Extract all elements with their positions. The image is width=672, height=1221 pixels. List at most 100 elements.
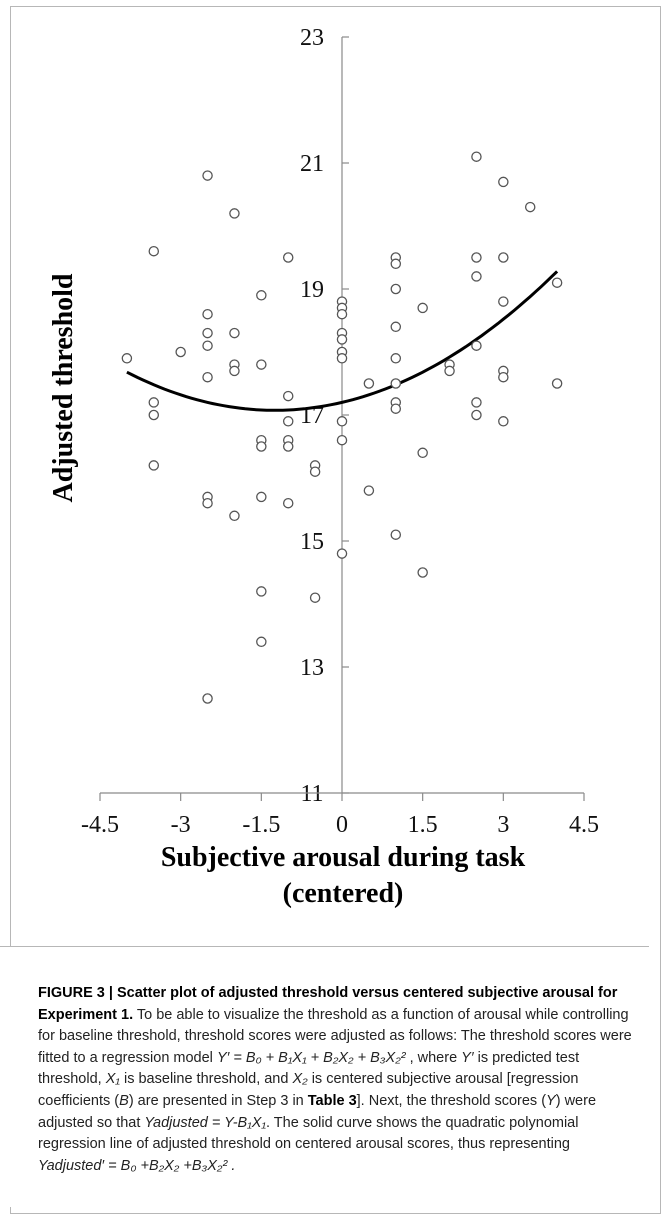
scatter-point xyxy=(202,327,213,339)
scatter-point xyxy=(551,277,563,288)
data-points xyxy=(121,151,563,704)
fit-curve-group xyxy=(126,270,559,412)
scatter-point xyxy=(256,359,267,370)
scatter-point xyxy=(471,397,482,408)
x-axis-title-line2: (centered) xyxy=(283,878,404,909)
scatter-point xyxy=(417,567,428,578)
figure-caption: FIGURE 3 | Scatter plot of adjusted thre… xyxy=(38,983,638,1177)
scatter-point xyxy=(256,290,267,301)
scatter-point xyxy=(229,327,240,339)
scatter-point xyxy=(282,252,294,263)
scatter-point xyxy=(363,378,375,389)
scatter-point xyxy=(202,170,213,181)
adjusted-equation: Yadjusted = Y-B₁X₁ xyxy=(144,1114,267,1131)
x-tick-label: 4.5 xyxy=(569,812,599,838)
x-tick-label: -3 xyxy=(171,812,191,838)
y-axis-title: Adjusted threshold xyxy=(48,273,79,502)
scatter-point xyxy=(309,592,321,603)
y-tick-label: 11 xyxy=(300,781,323,807)
scatter-point xyxy=(202,693,213,704)
caption-box xyxy=(0,946,649,1207)
scatter-point xyxy=(309,466,321,477)
scatter-point xyxy=(121,353,133,364)
scatter-point xyxy=(229,510,240,522)
x-axis: -4.5 -3 -1.5 0 1.5 3 4.5 xyxy=(81,792,599,838)
scatter-point xyxy=(336,434,348,446)
scatter-point xyxy=(202,340,213,351)
y-tick-label: 13 xyxy=(300,655,324,681)
final-equation: Yadjusted′ = B₀ +B₂X₂ +B₃X₂² . xyxy=(38,1157,236,1174)
scatter-point xyxy=(390,283,402,295)
scatter-point xyxy=(390,403,402,414)
caption-text-4: is baseline threshold, and xyxy=(119,1071,293,1088)
caption-text-5: is centered subjective arousal [regressi… xyxy=(38,1071,579,1109)
y-symbol: Y xyxy=(546,1092,556,1109)
caption-text-8: ) were adjusted so that xyxy=(38,1092,597,1131)
scatter-point xyxy=(471,271,482,282)
model-equation: Y′ = B₀ + B₁X₁ + B₂X₂ + B₃X₂² xyxy=(216,1049,406,1066)
scatter-point xyxy=(282,416,294,427)
caption-text-1: To be able to visualize the threshold as… xyxy=(38,1006,632,1066)
scatter-point xyxy=(498,176,509,188)
x1-symbol: X₁ xyxy=(105,1071,120,1088)
scatter-point xyxy=(229,208,240,219)
scatter-point xyxy=(256,586,267,597)
scatter-point xyxy=(417,447,428,459)
x-tick-label: -1.5 xyxy=(242,812,280,838)
scatter-point xyxy=(282,390,294,402)
scatter-point xyxy=(390,258,402,270)
x-tick-label: 1.5 xyxy=(408,812,438,838)
scatter-point xyxy=(256,441,267,452)
y-tick-label: 21 xyxy=(300,151,324,177)
caption-text-7: ]. Next, the threshold scores ( xyxy=(356,1092,547,1109)
regression-curve xyxy=(126,270,559,412)
scatter-point xyxy=(390,353,402,364)
scatter-point xyxy=(229,365,240,377)
scatter-point xyxy=(471,151,482,162)
scatter-point xyxy=(498,252,509,263)
scatter-point xyxy=(148,397,160,408)
scatter-point xyxy=(471,252,482,263)
b-symbol: B xyxy=(119,1092,129,1109)
y-tick-label: 15 xyxy=(300,529,324,555)
scatter-point xyxy=(471,340,482,351)
scatter-point xyxy=(363,485,375,496)
x-tick-label: 3 xyxy=(497,812,509,838)
scatter-point xyxy=(336,548,348,559)
scatter-point xyxy=(148,460,160,471)
scatter-point xyxy=(390,321,402,333)
caption-text-6: ) are presented in Step 3 in xyxy=(128,1092,308,1109)
scatter-point xyxy=(202,497,213,509)
scatter-point xyxy=(256,636,267,648)
x2-symbol: X₂ xyxy=(292,1071,308,1088)
scatter-point xyxy=(256,491,267,503)
scatter-point xyxy=(390,529,402,540)
scatter-point xyxy=(336,334,348,345)
scatter-point xyxy=(202,371,213,383)
scatter-point xyxy=(282,497,294,509)
scatter-point xyxy=(175,346,186,358)
scatter-point xyxy=(336,353,348,364)
x-tick-label: -4.5 xyxy=(81,812,119,838)
scatter-point xyxy=(202,308,213,320)
scatter-point xyxy=(471,409,482,421)
scatter-point xyxy=(444,365,455,377)
x-tick-label: 0 xyxy=(336,812,348,838)
caption-text-2: , where xyxy=(405,1049,462,1066)
y-tick-label: 23 xyxy=(300,25,324,51)
scatter-point xyxy=(148,245,160,257)
x-axis-title: Subjective arousal during task xyxy=(161,842,526,873)
scatter-point xyxy=(498,296,509,307)
scatter-point xyxy=(417,302,428,314)
scatter-point xyxy=(336,308,348,320)
y-tick-label: 19 xyxy=(300,277,324,303)
scatter-point xyxy=(498,371,509,383)
scatter-point xyxy=(336,416,348,427)
scatter-point xyxy=(148,409,160,421)
scatter-point xyxy=(282,441,294,452)
figure-label: FIGURE 3 | Scatter plot of adjusted thre… xyxy=(38,985,618,1023)
y-prime-symbol: Y′ xyxy=(461,1049,474,1066)
scatter-point xyxy=(551,378,563,389)
